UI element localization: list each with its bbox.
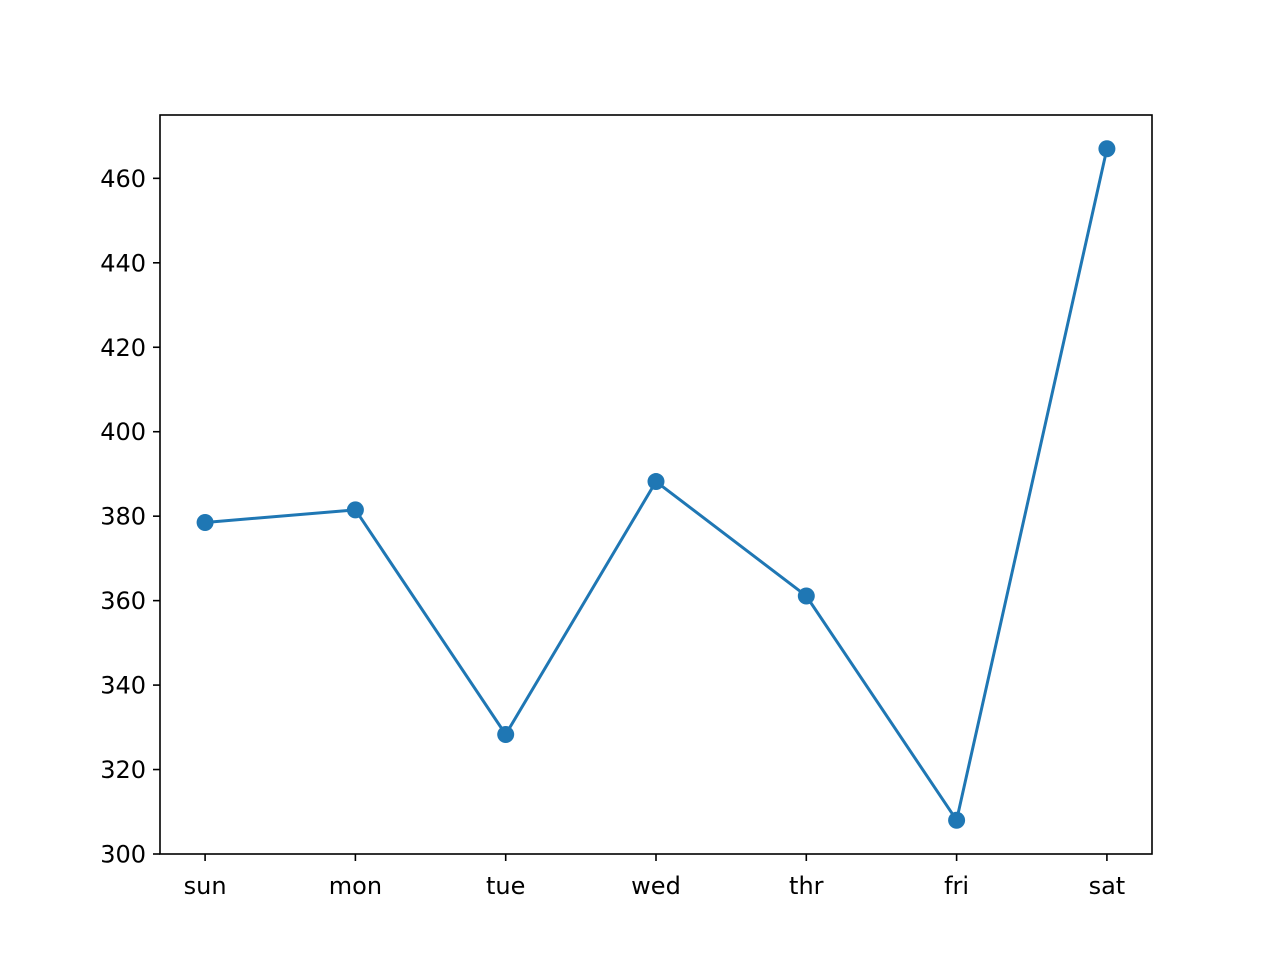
y-tick-label: 300 <box>100 841 146 869</box>
data-point-tue <box>497 725 515 743</box>
x-axis: sun mon tue wed thr fri sat <box>184 854 1126 900</box>
y-tick-label: 360 <box>100 587 146 615</box>
data-point-fri <box>948 811 966 829</box>
data-point-thr <box>797 587 815 605</box>
x-tick-label: thr <box>789 872 824 900</box>
series-layer <box>196 140 1116 829</box>
y-tick-label: 320 <box>100 756 146 784</box>
x-tick-label: sat <box>1089 872 1126 900</box>
data-point-mon <box>346 501 364 519</box>
data-point-sun <box>196 514 214 532</box>
y-tick-label: 340 <box>100 672 146 700</box>
x-tick-label: fri <box>944 872 969 900</box>
y-tick-label: 440 <box>100 249 146 277</box>
x-tick-label: mon <box>329 872 382 900</box>
data-point-sat <box>1098 140 1116 158</box>
y-axis: 300 320 340 360 380 400 420 440 460 <box>100 165 160 869</box>
y-tick-label: 420 <box>100 334 146 362</box>
x-tick-label: sun <box>184 872 227 900</box>
x-tick-label: wed <box>631 872 681 900</box>
data-point-wed <box>647 473 665 491</box>
y-tick-label: 380 <box>100 503 146 531</box>
x-tick-label: tue <box>486 872 525 900</box>
y-tick-label: 460 <box>100 165 146 193</box>
y-tick-label: 400 <box>100 418 146 446</box>
